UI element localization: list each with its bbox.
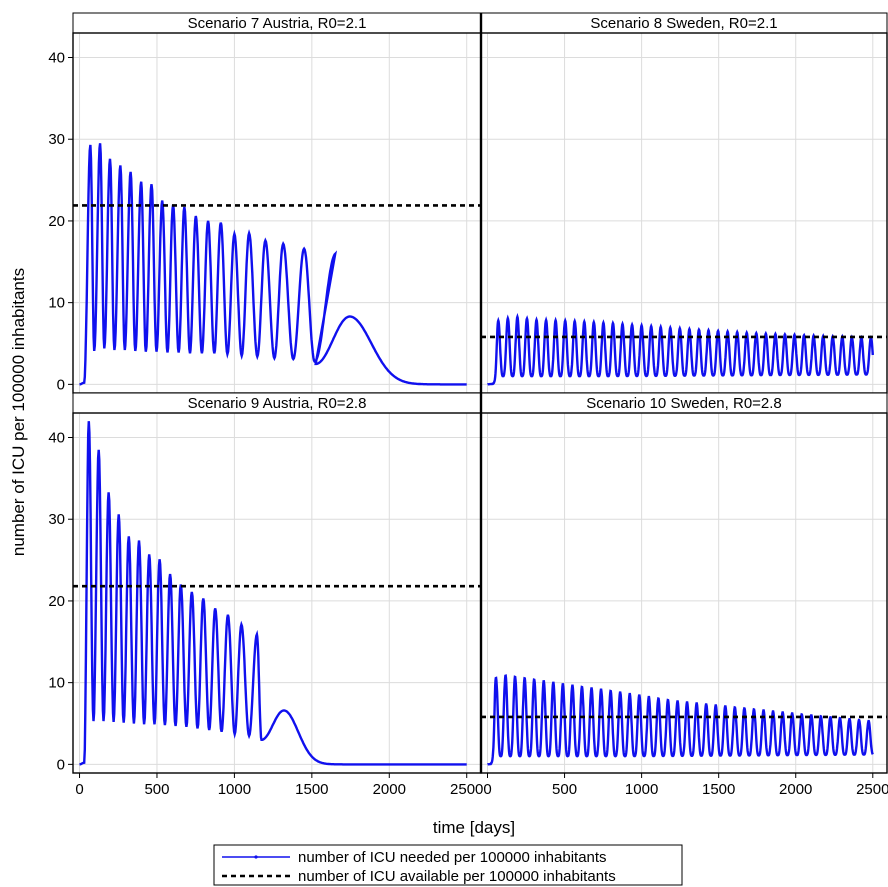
x-tick-label: 500	[144, 781, 169, 798]
y-tick-label: 30	[48, 511, 65, 528]
panel-title: Scenario 7 Austria, R0=2.1	[188, 15, 367, 32]
needed-series-line	[79, 143, 467, 386]
y-tick-label: 10	[48, 295, 65, 312]
y-tick-label: 40	[48, 50, 65, 67]
needed-series-line	[487, 674, 874, 766]
y-tick-label: 30	[48, 131, 65, 148]
panel-title: Scenario 10 Sweden, R0=2.8	[586, 395, 782, 412]
y-tick-label: 40	[48, 430, 65, 447]
legend-needed-label: number of ICU needed per 100000 inhabita…	[298, 849, 607, 866]
legend-available-label: number of ICU available per 100000 inhab…	[298, 868, 616, 885]
y-tick-label: 20	[48, 593, 65, 610]
panel-title: Scenario 8 Sweden, R0=2.1	[590, 15, 777, 32]
x-tick-label: 500	[552, 781, 577, 798]
y-tick-label: 0	[57, 756, 65, 773]
x-tick-label: 1500	[295, 781, 328, 798]
panel: Scenario 8 Sweden, R0=2.1	[480, 12, 888, 394]
y-tick-label: 0	[57, 376, 65, 393]
x-tick-label: 2500	[856, 781, 888, 798]
y-tick-label: 10	[48, 675, 65, 692]
legend-needed-marker	[254, 855, 258, 859]
panel-title: Scenario 9 Austria, R0=2.8	[188, 395, 367, 412]
x-tick-label: 0	[483, 781, 491, 798]
y-tick-label: 20	[48, 213, 65, 230]
x-tick-label: 1000	[625, 781, 658, 798]
x-tick-label: 2500	[450, 781, 483, 798]
panel: Scenario 7 Austria, R0=2.1 0 10 20 30 40	[48, 12, 482, 394]
panel: Scenario 10 Sweden, R0=2.8 0 500 1000 1500 20…	[480, 392, 888, 798]
needed-series-line	[79, 421, 467, 766]
panel: Scenario 9 Austria, R0=2.8 0 10 20 30 40 0 500 1…	[48, 392, 483, 798]
x-tick-label: 1000	[218, 781, 251, 798]
x-tick-label: 0	[75, 781, 83, 798]
x-tick-label: 2000	[779, 781, 812, 798]
panel-border	[480, 32, 888, 394]
y-axis-title: number of ICU per 100000 inhabitants	[9, 268, 28, 556]
x-tick-label: 1500	[702, 781, 735, 798]
needed-series-line	[487, 312, 874, 386]
x-axis-title: time [days]	[433, 818, 515, 837]
legend: number of ICU needed per 100000 inhabita…	[213, 844, 683, 886]
x-tick-label: 2000	[373, 781, 406, 798]
legend-box	[213, 844, 683, 886]
